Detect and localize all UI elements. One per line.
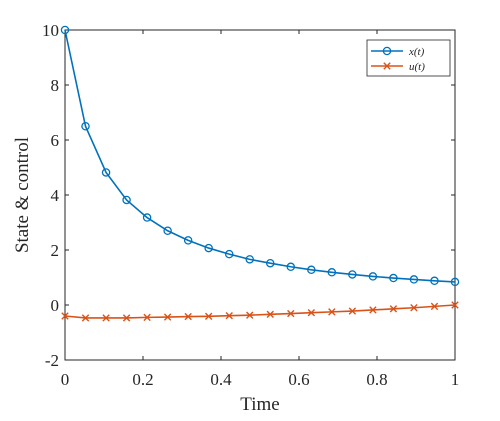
data-point-1 [245, 255, 254, 264]
data-point-1 [327, 268, 337, 277]
legend: x(t) u(t) [366, 39, 451, 77]
data-point-2 [266, 310, 274, 319]
x-tick-label: 0.8 [366, 370, 387, 389]
data-point-1 [266, 258, 275, 268]
y-tick-label: 6 [51, 131, 60, 150]
y-tick-label: 10 [42, 21, 59, 40]
x-tick-label: 0.4 [210, 370, 232, 389]
data-point-2 [287, 309, 295, 318]
data-point-2 [451, 301, 459, 309]
series-line-2 [64, 304, 456, 319]
data-point-1 [450, 277, 460, 287]
y-tick-label: -2 [45, 351, 59, 370]
data-point-1 [204, 243, 213, 253]
data-point-1 [101, 168, 111, 177]
data-point-2 [102, 314, 110, 322]
x-tick-label: 0 [61, 370, 70, 389]
data-point-1 [286, 262, 296, 272]
data-point-2 [81, 314, 90, 322]
plot-area-frame [64, 29, 456, 361]
data-point-2 [410, 304, 418, 312]
data-point-2 [204, 312, 213, 320]
data-point-2 [246, 311, 254, 319]
x-tick-label: 0.2 [132, 370, 153, 389]
legend-marker-1 [382, 46, 392, 56]
x-tick-label: 0.6 [288, 370, 309, 389]
data-point-1 [389, 273, 398, 283]
data-point-1 [430, 276, 439, 286]
data-point-1 [183, 236, 193, 245]
y-axis-title: State & control [12, 137, 33, 253]
legend-marker-2 [383, 62, 391, 70]
data-point-1 [348, 270, 357, 279]
data-point-2 [225, 312, 233, 320]
data-point-2 [143, 313, 151, 322]
data-point-1 [307, 265, 316, 275]
data-point-2 [348, 307, 357, 315]
y-tick-label: 0 [51, 296, 60, 315]
legend-box [366, 39, 451, 77]
y-tick-label: 2 [51, 241, 60, 260]
data-point-2 [122, 314, 131, 322]
data-point-2 [163, 313, 172, 321]
data-point-2 [184, 312, 192, 321]
legend-label-2: u(t) [409, 61, 425, 73]
y-tick-label: 8 [51, 76, 60, 95]
data-point-2 [328, 308, 336, 316]
data-point-1 [142, 213, 152, 222]
data-point-2 [389, 305, 398, 313]
data-point-2 [430, 302, 439, 311]
x-axis-title: Time [240, 394, 279, 415]
data-point-1 [60, 25, 70, 35]
x-tick-label: 1 [451, 370, 460, 389]
data-point-1 [409, 275, 419, 284]
data-point-1 [163, 226, 172, 235]
y-tick-label: 4 [51, 186, 60, 205]
data-point-1 [368, 272, 378, 281]
legend-label-1: x(t) [408, 46, 425, 58]
data-point-2 [369, 306, 377, 314]
data-point-1 [81, 122, 90, 131]
data-point-2 [307, 309, 316, 317]
data-series [60, 25, 460, 322]
data-point-2 [61, 312, 69, 320]
data-point-1 [122, 195, 131, 205]
data-point-1 [224, 249, 234, 259]
